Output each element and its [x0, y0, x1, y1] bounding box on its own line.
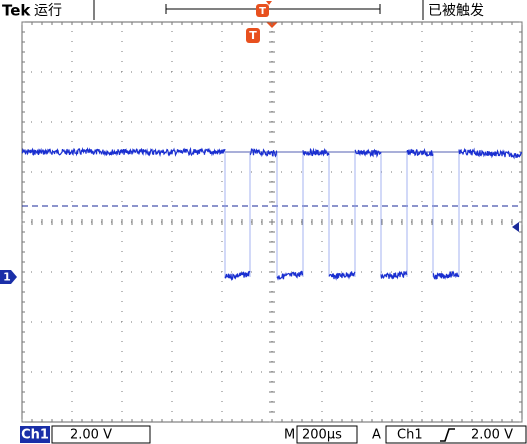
signal-segment	[458, 147, 523, 160]
signal-segment	[249, 148, 278, 158]
trigger-level: 2.00 V	[471, 428, 513, 443]
trigger-label: A	[372, 428, 381, 443]
trigger-marker	[246, 28, 260, 43]
trigger-arrow	[266, 1, 272, 5]
trigger-state: 已被触发	[428, 3, 484, 19]
channel-label: Ch1	[21, 428, 49, 443]
signal-segment	[302, 147, 330, 157]
signal-segment	[380, 270, 408, 280]
signal-segment	[328, 271, 356, 281]
trigger-level-marker	[512, 222, 519, 232]
graticule	[21, 21, 523, 423]
channel-marker	[0, 270, 17, 284]
time-box	[296, 425, 358, 444]
channel-box	[20, 426, 50, 443]
signal-segment	[21, 146, 226, 157]
trigger-source: Ch1	[397, 428, 423, 443]
time-label: M	[284, 428, 295, 443]
brand: Tek	[2, 2, 31, 20]
volts-per-div: 2.00 V	[70, 428, 112, 443]
signal-segment	[276, 270, 304, 281]
signal-segment	[224, 270, 251, 282]
record-bracket	[165, 4, 381, 14]
trigger-position-marker	[256, 4, 269, 17]
trigger-marker-label: T	[249, 29, 257, 42]
waveform	[21, 146, 523, 282]
volts-box	[51, 425, 151, 444]
time-per-div: 200µs	[302, 428, 342, 443]
signal-segment	[406, 147, 434, 158]
trigger-position-label: T	[259, 6, 266, 17]
slope-icon	[440, 428, 455, 442]
channel-marker-label: 1	[3, 271, 11, 284]
trigger-box	[385, 425, 527, 444]
run-status: 运行	[34, 3, 62, 19]
signal-segment	[432, 270, 460, 280]
signal-segment	[354, 148, 382, 158]
